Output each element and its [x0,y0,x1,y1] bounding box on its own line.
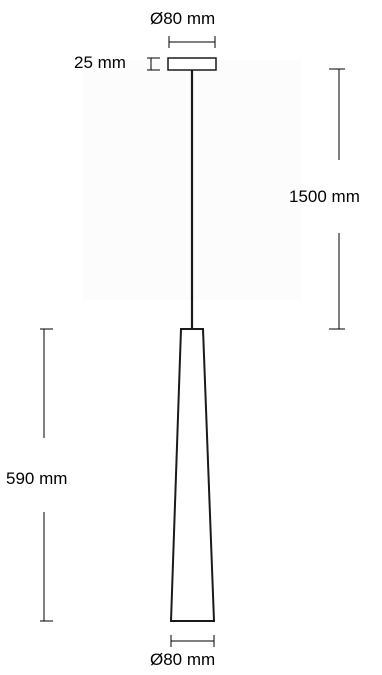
canopy-height-dimension [147,57,160,71]
cable-length-label: 1500 mm [289,187,360,206]
cable-length-dimension [329,68,345,330]
shade-height-dimension [40,328,53,622]
shade-diameter-label: Ø80 mm [150,650,216,669]
ceiling-canopy [167,57,217,71]
canopy-diameter-dimension [168,36,216,48]
shade-height-label: 590 mm [6,469,68,488]
lamp-shade [169,328,216,622]
canopy-height-label: 25 mm [74,53,126,72]
shade-diameter-dimension [170,635,215,647]
canopy-diameter-label: Ø80 mm [150,9,216,28]
